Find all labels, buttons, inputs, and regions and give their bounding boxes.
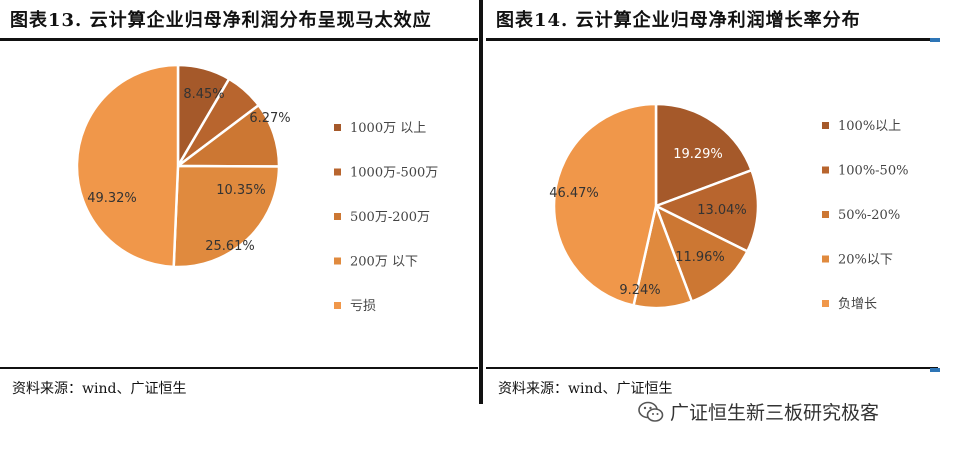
left-chart-panel: 图表13. 云计算企业归母净利润分布呈现马太效应 8.45% 6.27% 10.35… (0, 0, 478, 404)
legend-swatch (822, 211, 829, 218)
pie-chart-net-profit-distribution: 8.45% 6.27% 10.35% 25.61% 49.32% 1000万 以上 1000… (75, 63, 438, 314)
legend-swatch (334, 257, 341, 265)
pie-slice (172, 164, 281, 269)
pie-slice (652, 168, 760, 254)
legend-label: 50%-20% (838, 208, 900, 223)
legend-swatch (334, 302, 341, 309)
source-note: 资料来源：wind、广证恒生 (12, 381, 187, 397)
data-label: 8.45% (183, 87, 224, 102)
legend-label: 200万 以下 (350, 255, 418, 270)
legend-label: 20%以下 (838, 253, 893, 268)
data-label: 10.35% (216, 183, 266, 198)
legend-swatch (822, 166, 829, 174)
watermark: 广证恒生新三板研究极客 (638, 398, 879, 425)
legend-swatch (334, 213, 341, 220)
pie-slice (654, 102, 754, 208)
data-label: 13.04% (697, 203, 747, 218)
bottom-rule (486, 367, 938, 369)
data-label: 25.61% (205, 239, 255, 254)
data-label: 46.47% (549, 186, 599, 201)
data-label: 11.96% (675, 250, 725, 265)
legend-label: 亏损 (350, 299, 376, 314)
data-label: 9.24% (619, 283, 660, 298)
legend-label: 100%以上 (838, 119, 901, 134)
pie-chart-profit-growth-distribution: 19.29% 13.04% 11.96% 9.24% 46.47% 100%以上 100%-… (549, 102, 908, 312)
legend-label: 500万-200万 (350, 210, 430, 225)
pie-slice (653, 203, 750, 304)
accent-mark (930, 38, 940, 42)
legend-swatch (822, 255, 829, 263)
legend-label: 负增长 (838, 297, 877, 312)
legend-label: 1000万-500万 (350, 166, 438, 181)
title-rule (486, 38, 938, 41)
title-rule (0, 38, 478, 41)
legend-label: 100%-50% (838, 164, 908, 179)
source-note: 资料来源：wind、广证恒生 (498, 381, 673, 397)
chart-title: 图表13. 云计算企业归母净利润分布呈现马太效应 (10, 10, 432, 31)
accent-mark (930, 368, 940, 372)
data-label: 49.32% (87, 191, 137, 206)
pie-slice (552, 102, 658, 307)
bottom-rule (0, 367, 478, 369)
panel-divider (479, 0, 483, 404)
legend-label: 1000万 以上 (350, 121, 426, 136)
data-label: 6.27% (249, 111, 290, 126)
wechat-icon (638, 401, 664, 422)
legend-swatch (822, 122, 829, 129)
legend-swatch (822, 300, 829, 307)
legend-swatch (334, 124, 341, 131)
pie-slice (75, 63, 180, 269)
watermark-text: 广证恒生新三板研究极客 (670, 402, 880, 424)
chart-title: 图表14. 云计算企业归母净利润增长率分布 (496, 10, 861, 31)
data-label: 19.29% (673, 147, 723, 162)
legend-swatch (334, 168, 341, 176)
right-chart-panel: 图表14. 云计算企业归母净利润增长率分布 19.29% 13.04% 11.96%… (486, 0, 942, 404)
